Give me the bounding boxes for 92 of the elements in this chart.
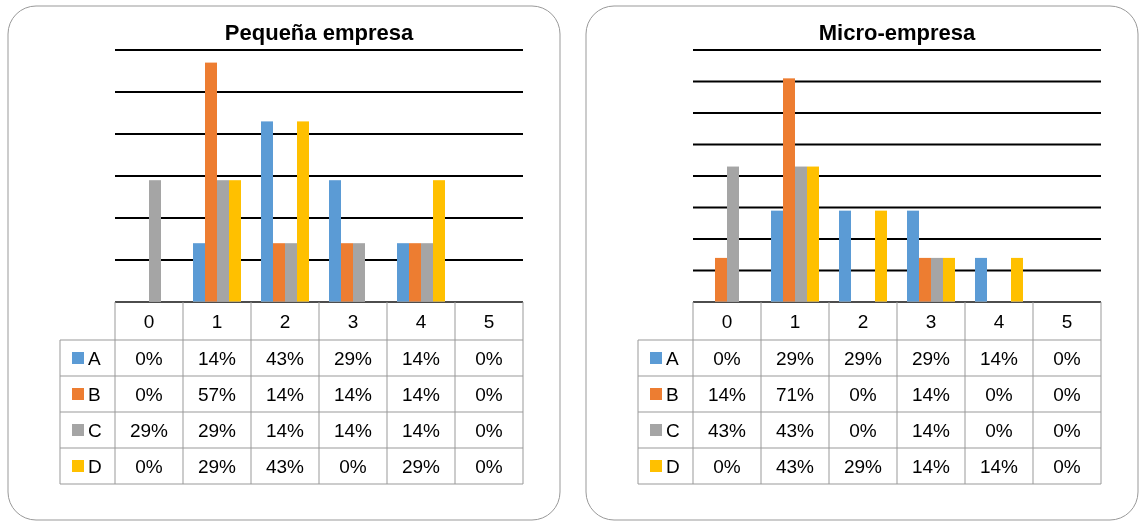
bar [205,62,217,302]
bar [297,121,309,302]
data-label: 0% [475,348,503,369]
data-label: 14% [401,384,441,405]
data-label: 14% [911,384,951,405]
data-label: 14% [265,420,305,441]
x-tick-label: 0 [143,311,155,332]
data-label: 0% [135,348,163,369]
bar [839,210,851,302]
legend-label: A [666,348,679,369]
x-tick-label: 3 [347,311,359,332]
legend-label: D [88,456,102,477]
chart-title: Micro-empresa [818,20,977,45]
bar [193,243,205,302]
bar [433,180,445,302]
bar [975,257,987,302]
x-tick-label: 4 [993,311,1005,332]
data-label: 0% [985,420,1013,441]
bar [715,257,727,302]
x-tick-label: 4 [415,311,427,332]
legend-label: A [88,348,101,369]
x-tick-label: 0 [721,311,733,332]
x-tick-label: 5 [1061,311,1073,332]
x-tick-label: 3 [925,311,937,332]
data-label: 43% [265,348,305,369]
x-tick-label: 1 [789,311,801,332]
data-label: 0% [849,384,877,405]
bar [329,180,341,302]
bar [807,166,819,302]
x-tick-label: 5 [483,311,495,332]
data-label: 0% [135,384,163,405]
data-label: 29% [401,456,441,477]
data-label: 29% [197,420,237,441]
data-label: 29% [911,348,951,369]
data-label: 57% [197,384,237,405]
data-label: 29% [843,456,883,477]
bar [341,243,353,302]
data-label: 0% [713,348,741,369]
data-label: 0% [135,456,163,477]
data-label: 0% [475,456,503,477]
data-label: 14% [333,420,373,441]
data-label: 0% [1053,384,1081,405]
data-label: 14% [401,348,441,369]
data-label: 14% [979,348,1019,369]
bar [273,243,285,302]
data-label: 14% [911,456,951,477]
bar [261,121,273,302]
bar [943,257,955,302]
data-label: 14% [333,384,373,405]
data-label: 14% [197,348,237,369]
data-label: 0% [1053,456,1081,477]
data-label: 14% [707,384,747,405]
data-label: 0% [475,420,503,441]
data-label: 14% [401,420,441,441]
bar [783,78,795,302]
data-label: 14% [911,420,951,441]
data-label: 0% [985,384,1013,405]
x-tick-label: 2 [857,311,869,332]
bar [229,180,241,302]
data-label: 29% [333,348,373,369]
bar [409,243,421,302]
bar [907,210,919,302]
data-label: 14% [265,384,305,405]
chart-title: Pequeña empresa [224,20,414,45]
data-label: 0% [1053,420,1081,441]
data-label: 0% [475,384,503,405]
data-label: 71% [775,384,815,405]
legend-label: B [666,384,679,405]
data-label: 29% [197,456,237,477]
data-label: 0% [339,456,367,477]
data-label: 0% [849,420,877,441]
bar [771,210,783,302]
legend-label: C [88,420,102,441]
data-label: 29% [775,348,815,369]
bar [919,257,931,302]
data-label: 43% [775,420,815,441]
data-label: 29% [129,420,169,441]
bar [397,243,409,302]
data-label: 14% [979,456,1019,477]
data-label: 0% [713,456,741,477]
x-tick-label: 2 [279,311,291,332]
data-label: 43% [775,456,815,477]
legend-label: D [666,456,680,477]
legend-label: C [666,420,680,441]
data-label: 29% [843,348,883,369]
data-label: 43% [265,456,305,477]
bar [1011,257,1023,302]
legend-label: B [88,384,101,405]
x-tick-label: 1 [211,311,223,332]
bar [875,210,887,302]
data-label: 0% [1053,348,1081,369]
data-label: 43% [707,420,747,441]
